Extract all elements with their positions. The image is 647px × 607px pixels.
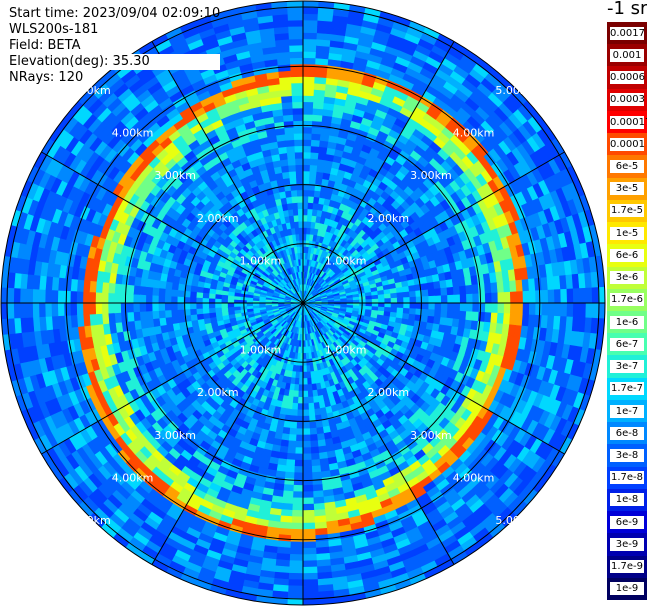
azimuth-spoke — [302, 302, 565, 455]
azimuth-spoke — [41, 151, 304, 304]
colorbar-label: 1e-8 — [610, 493, 644, 507]
range-label: 5.00km — [69, 84, 111, 97]
colorbar-label: 3e-9 — [610, 537, 644, 551]
colorbar-label: 1e-9 — [610, 582, 644, 596]
colorbar-label: 6e-8 — [610, 426, 644, 440]
range-label: 4.00km — [453, 127, 495, 140]
range-label: 4.00km — [112, 471, 154, 484]
backscatter-field — [1, 1, 605, 605]
colorbar-label: 1.7e-6 — [610, 293, 644, 307]
range-label: 4.00km — [112, 127, 154, 140]
azimuth-spoke — [302, 41, 455, 304]
azimuth-spoke — [151, 302, 304, 565]
range-label: 5.00km — [69, 514, 111, 527]
azimuth-spoke — [41, 302, 304, 455]
colorbar-label: 6e-6 — [610, 248, 644, 262]
range-label: 2.00km — [197, 386, 239, 399]
colorbar-label: 3e-7 — [610, 360, 644, 374]
field-name: Field: BETA — [9, 38, 81, 53]
range-label: 1.00km — [325, 344, 367, 357]
range-label: 1.00km — [240, 254, 282, 267]
range-label: 5.00km — [495, 84, 537, 97]
range-label: 3.00km — [410, 169, 452, 182]
colorbar-title: -1 sr — [607, 0, 647, 19]
range-label: 2.00km — [367, 212, 409, 225]
colorbar-label: 0.0001 — [610, 137, 645, 151]
range-rings — [0, 0, 606, 606]
elevation: Elevation(deg): 35.30 — [9, 54, 221, 70]
instrument-name: WLS200s-181 — [9, 22, 99, 37]
range-labels: 1.00km 1.00km 1.00km 1.00km 2.00km 2.00km 2.00… — [69, 84, 537, 527]
colorbar-label: 0.0017 — [610, 26, 645, 40]
colorbar-label: 6e-9 — [610, 515, 644, 529]
colorbar-label: 3e-8 — [610, 449, 644, 462]
colorbar-label: 0.0006 — [610, 71, 645, 85]
azimuth-spoke — [302, 302, 455, 565]
colorbar-label: 1.7e-5 — [610, 204, 644, 218]
colorbar-label: 1.7e-7 — [610, 382, 644, 396]
range-label: 2.00km — [367, 386, 409, 399]
azimuth-spoke — [302, 151, 565, 304]
range-label: 3.00km — [410, 429, 452, 442]
nrays: NRays: 120 — [9, 70, 84, 85]
range-label: 1.00km — [325, 254, 367, 267]
range-label: 4.00km — [453, 471, 495, 484]
range-label: 1.00km — [240, 344, 282, 357]
colorbar-label: 6e-5 — [610, 160, 644, 173]
colorbar-label: 1.7e-8 — [610, 471, 644, 485]
azimuth-spoke — [151, 41, 304, 304]
colorbar-label: 6e-7 — [610, 337, 644, 351]
colorbar-label: 1e-6 — [610, 315, 644, 329]
colorbar-label: 0.00017 — [610, 115, 647, 129]
start-time: Start time: 2023/09/04 02:09:10 — [9, 6, 221, 21]
colorbar-label: 0.001 — [610, 48, 644, 62]
colorbar-label: 1.7e-9 — [610, 560, 644, 574]
scan-info: Start time: 2023/09/04 02:09:10 WLS200s-… — [9, 6, 221, 86]
colorbar-label: 0.0003 — [610, 93, 645, 107]
colorbar-label: 3e-6 — [610, 271, 644, 285]
range-label: 5.00km — [495, 514, 537, 527]
range-label: 3.00km — [154, 169, 196, 182]
colorbar-label: 1e-7 — [610, 404, 644, 418]
range-label: 3.00km — [154, 429, 196, 442]
colorbar-label: 1e-5 — [610, 226, 644, 240]
range-label: 2.00km — [197, 212, 239, 225]
colorbar-label: 3e-5 — [610, 182, 644, 196]
